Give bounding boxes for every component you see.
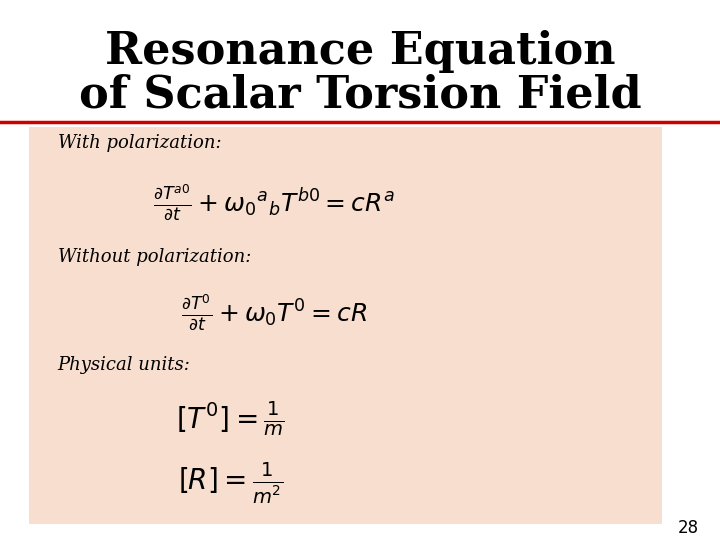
Text: With polarization:: With polarization: (58, 134, 221, 152)
Text: 28: 28 (678, 519, 698, 537)
Text: Without polarization:: Without polarization: (58, 247, 251, 266)
Text: $\frac{\partial T^{a0}}{\partial t} + \omega_0{}^{a}{}_{b}T^{b0} = cR^{a}$: $\frac{\partial T^{a0}}{\partial t} + \o… (153, 182, 395, 223)
Text: Resonance Equation: Resonance Equation (104, 30, 616, 73)
Text: $\frac{\partial T^{0}}{\partial t} + \omega_0 T^{0} = cR$: $\frac{\partial T^{0}}{\partial t} + \om… (181, 293, 366, 334)
Text: $[R] = \frac{1}{m^2}$: $[R] = \frac{1}{m^2}$ (178, 461, 283, 506)
Text: Physical units:: Physical units: (58, 355, 191, 374)
FancyBboxPatch shape (29, 127, 662, 524)
Text: $[T^0] = \frac{1}{m}$: $[T^0] = \frac{1}{m}$ (176, 399, 285, 438)
Text: of Scalar Torsion Field: of Scalar Torsion Field (78, 73, 642, 116)
